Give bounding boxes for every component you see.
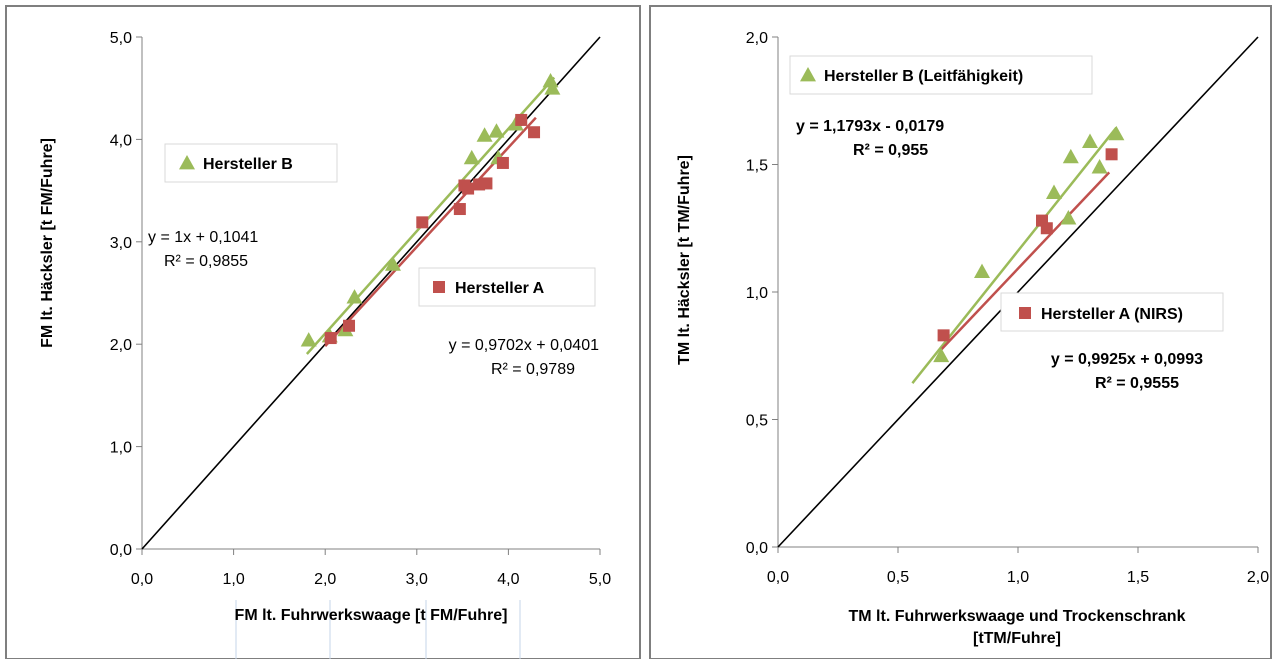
data-point [384, 256, 401, 271]
y-tick-label: 0,0 [746, 540, 768, 557]
data-point [1060, 210, 1077, 225]
x-axis-label-line2: [tTM/Fuhre] [973, 630, 1061, 647]
data-point [937, 329, 950, 342]
y-axis-label: TM lt. Häcksler [t TM/Fuhre] [676, 155, 693, 365]
chart-left-panel: 0,0 1,0 2,0 3,0 4,0 5,0 0,0 1,0 2,0 3,0 4,0 5,0 FM l… [5, 5, 641, 659]
trendline-r2: R² = 0,9855 [164, 253, 248, 270]
chart-frame [649, 5, 1272, 659]
data-point [480, 177, 493, 190]
x-axis-label: TM lt. Fuhrwerkswaage und Trockenschrank [849, 608, 1186, 625]
y-tick-label: 2,0 [110, 337, 132, 354]
data-point [300, 332, 317, 347]
x-tick-label: 1,0 [1007, 569, 1029, 586]
legend-label: Hersteller A [455, 280, 545, 297]
x-tick-label: 4,0 [497, 571, 519, 588]
data-point [1108, 125, 1125, 141]
x-axis-label: FM lt. Fuhrwerkswaage [t FM/Fuhre] [235, 607, 508, 624]
trendline-a [324, 116, 537, 348]
legend-box [789, 55, 1093, 95]
y-tick-label: 1,5 [746, 158, 768, 175]
trendline-a [940, 171, 1111, 351]
data-point [346, 289, 363, 304]
legend-label: Hersteller B (Leitfähigkeit) [824, 68, 1023, 85]
y-tick-label: 1,0 [746, 285, 768, 302]
x-tick-label: 3,0 [406, 571, 428, 588]
data-point [1082, 133, 1098, 148]
data-point [1105, 148, 1118, 161]
data-point [515, 113, 528, 126]
data-point [453, 203, 466, 216]
y-tick-label: 1,0 [110, 440, 132, 457]
data-point [462, 182, 475, 195]
x-tick-label: 1,5 [1127, 569, 1149, 586]
trendline-r2: R² = 0,9789 [491, 361, 575, 378]
legend-marker [179, 155, 195, 170]
data-point [1091, 159, 1108, 174]
legend-box [1000, 292, 1224, 332]
y-axis-label: FM lt. Häcksler [t FM/Fuhre] [39, 138, 56, 348]
data-point [496, 156, 509, 169]
x-tick-label: 1,0 [222, 571, 244, 588]
data-point [542, 73, 559, 88]
x-tick-label: 2,0 [1247, 569, 1269, 586]
x-tick-label: 2,0 [314, 571, 336, 588]
chart-right: 0,0 0,5 1,0 1,5 2,0 0,0 0,5 1,0 1,5 2,0 TM lt. Fuh… [649, 5, 1272, 659]
data-point [476, 127, 493, 142]
data-point [1046, 184, 1062, 199]
legend-marker [433, 281, 445, 293]
data-point [463, 149, 480, 165]
y-tick-label: 5,0 [110, 30, 132, 47]
trendline-r2: R² = 0,9555 [1095, 375, 1179, 392]
trendline-equation: y = 1,1793x - 0,0179 [796, 118, 944, 135]
data-point [416, 216, 429, 229]
y-tick-label: 0,5 [746, 413, 768, 430]
y-tick-label: 3,0 [110, 235, 132, 252]
y-tick-label: 0,0 [110, 542, 132, 559]
data-point [544, 80, 561, 95]
data-point [1062, 148, 1079, 164]
trendline-equation: y = 0,9925x + 0,0993 [1051, 351, 1203, 368]
chart-left: 0,0 1,0 2,0 3,0 4,0 5,0 0,0 1,0 2,0 3,0 4,0 5,0 FM l… [5, 5, 641, 659]
legend-box [164, 143, 338, 183]
data-point [528, 126, 541, 139]
data-point [343, 319, 356, 332]
legend-label: Hersteller B [203, 156, 293, 173]
identity-line [777, 36, 1259, 548]
trendline-equation: y = 1x + 0,1041 [148, 229, 258, 246]
trendline-r2: R² = 0,955 [853, 142, 928, 159]
trendline-equation: y = 0,9702x + 0,0401 [449, 337, 599, 354]
data-point [324, 332, 337, 345]
x-tick-label: 0,5 [887, 569, 909, 586]
data-point [1040, 222, 1053, 235]
legend-marker [1019, 307, 1031, 319]
legend-label: Hersteller A (NIRS) [1041, 306, 1183, 323]
chart-frame [5, 5, 641, 659]
x-tick-label: 5,0 [589, 571, 611, 588]
data-point [933, 347, 950, 363]
data-point [974, 263, 990, 278]
trendline-b [911, 126, 1118, 384]
legend-box [418, 267, 596, 307]
data-point [488, 123, 505, 138]
x-tick-label: 0,0 [767, 569, 789, 586]
y-tick-label: 4,0 [110, 132, 132, 149]
chart-right-panel: 0,0 0,5 1,0 1,5 2,0 0,0 0,5 1,0 1,5 2,0 TM lt. Fuh… [646, 0, 1277, 659]
x-tick-label: 0,0 [131, 571, 153, 588]
legend-marker [800, 67, 816, 82]
y-tick-label: 2,0 [746, 30, 768, 47]
